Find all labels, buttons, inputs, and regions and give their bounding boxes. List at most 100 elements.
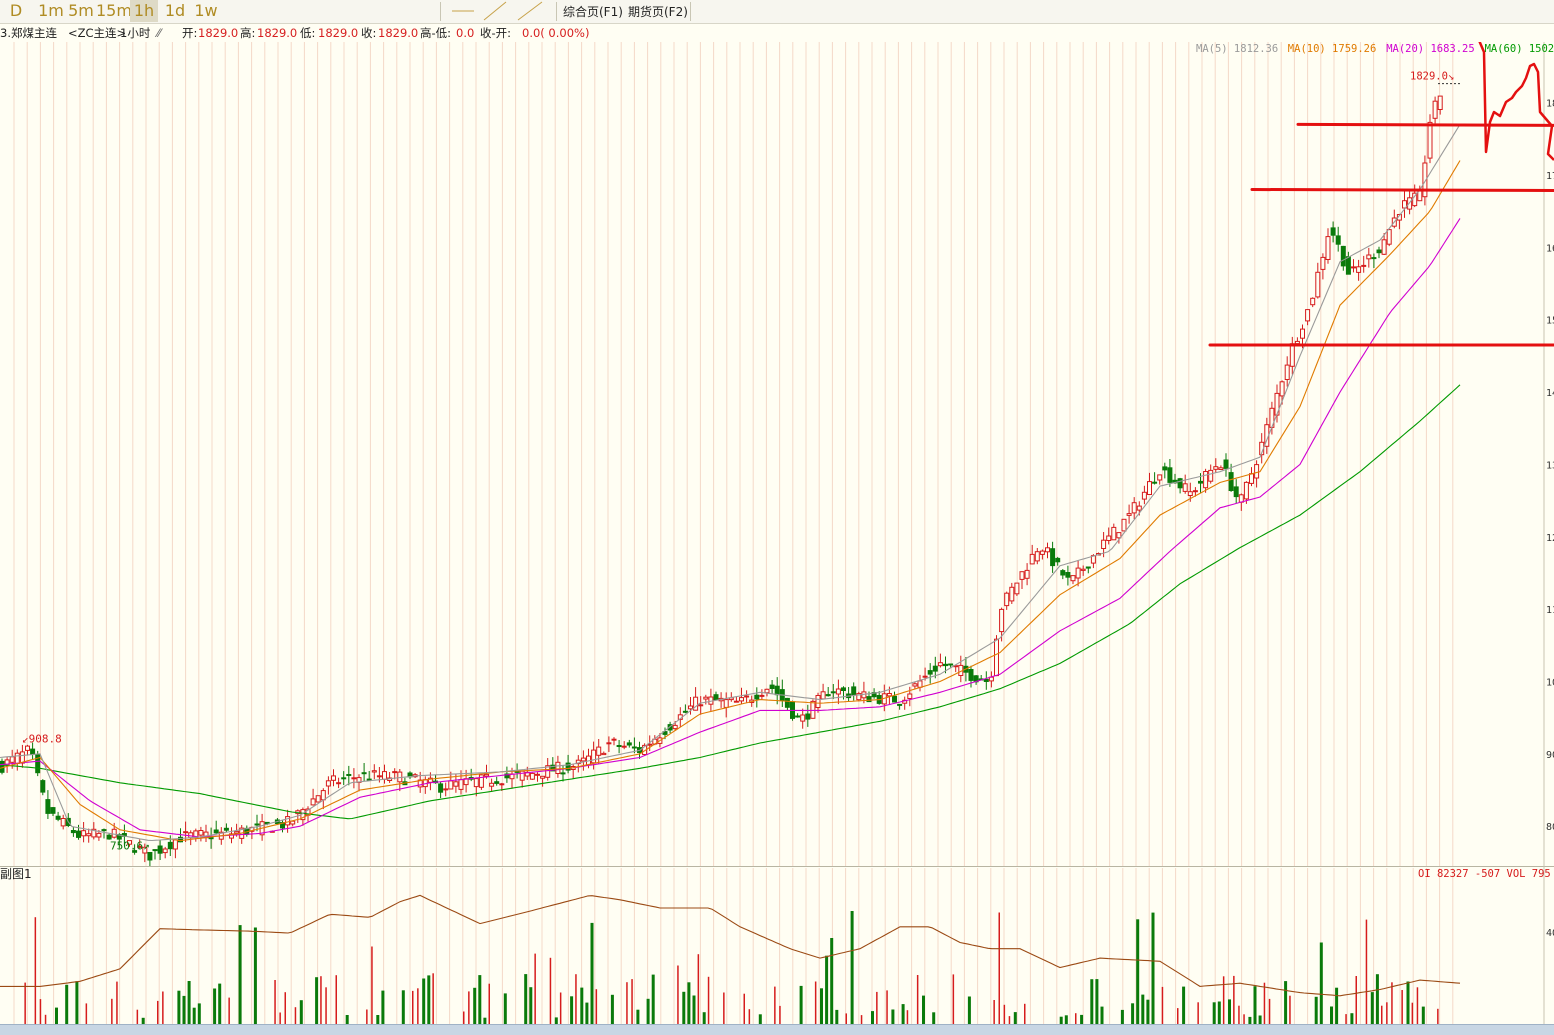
candle-body [800, 714, 806, 722]
candle-body [1157, 474, 1163, 481]
volume-bar [1411, 1002, 1414, 1024]
candle-body [1162, 466, 1168, 471]
period-button-1m[interactable]: 1m [38, 1, 64, 20]
toolbar-divider [690, 2, 691, 21]
volume-bar [799, 985, 803, 1024]
candle-body [805, 713, 811, 720]
candle-body [310, 798, 316, 806]
candle-body [499, 783, 505, 786]
volume-bar [590, 922, 594, 1024]
volume-bar [932, 1012, 936, 1024]
candle-body [1050, 548, 1056, 567]
candle-body [1024, 569, 1030, 579]
volume-bar [345, 1015, 349, 1024]
candle-body [448, 780, 454, 790]
volume-bar [1100, 1006, 1104, 1024]
candle-body [815, 695, 821, 708]
candle-body [917, 680, 923, 688]
candle-body [529, 772, 535, 780]
volume-oi-chart[interactable]: 副图1 OI 82327 -507 VOL 795 40 [0, 866, 1554, 1024]
volume-bar [850, 911, 854, 1024]
ma20-line [0, 218, 1461, 838]
candle-body [1233, 486, 1239, 498]
volume-bar [575, 974, 577, 1024]
y-tick-label: 13 [1546, 460, 1554, 471]
candle-body [1422, 162, 1428, 198]
period-button-5m[interactable]: 5m [68, 1, 94, 20]
tab-futures-page[interactable]: 期货页(F2) [628, 5, 688, 19]
candle-body [453, 781, 459, 787]
candles [0, 95, 1443, 866]
candle-body [1310, 297, 1316, 306]
candle-body [682, 710, 688, 713]
candle-body [1279, 381, 1285, 397]
low-price-annotation: 750.6↗ [110, 839, 150, 852]
candle-body [912, 683, 918, 687]
volume-bar [253, 927, 257, 1024]
volume-bar [417, 988, 419, 1024]
period-button-15m[interactable]: 15m [96, 1, 132, 20]
volume-bar [1197, 1002, 1199, 1024]
candle-body [892, 695, 897, 703]
candle-body [1366, 254, 1372, 260]
candle-body [550, 764, 556, 772]
candle-body [795, 715, 801, 718]
period-button-1h[interactable]: 1h [130, 0, 158, 22]
y-tick-label: 80 [1546, 822, 1554, 833]
volume-bar [1146, 999, 1150, 1024]
y-tick-label: 11 [1546, 605, 1554, 616]
volume-bar [651, 974, 655, 1024]
candle-body [1141, 491, 1147, 500]
candle-body [693, 696, 699, 711]
candle-body [1325, 236, 1331, 261]
volume-bar [1222, 976, 1225, 1024]
volume-bar [228, 997, 230, 1024]
candle-body [35, 754, 41, 774]
volume-bar [891, 1009, 895, 1024]
volume-bar [952, 974, 955, 1024]
candle-body [1437, 95, 1443, 110]
volume-bar [1136, 919, 1140, 1024]
high-price-annotation: ↙908.8 [22, 732, 62, 745]
period-switch-icon[interactable]: ⁄⁄ [157, 26, 161, 40]
volume-bar [65, 984, 69, 1024]
period-label: 1小时 [120, 26, 151, 40]
price-chart[interactable]: 18 17 16 15 14 13 12 11 10 90 80 MA(5) 1812.36 MA(10… [0, 42, 1554, 866]
volume-bar [1182, 986, 1186, 1024]
sub-y-tick-label: 40 [1546, 928, 1554, 939]
candle-body [733, 700, 739, 703]
candle-body [1177, 478, 1183, 489]
volume-bar [748, 1009, 751, 1024]
candle-body [198, 830, 204, 836]
period-button-1w[interactable]: 1w [194, 1, 218, 20]
candle-body [739, 697, 744, 702]
volume-bar [381, 990, 385, 1024]
candle-body [1340, 245, 1346, 267]
volume-bar [1003, 1004, 1006, 1024]
volume-bar [1095, 979, 1099, 1024]
volume-bar [1314, 996, 1318, 1024]
tab-overview-page[interactable]: 综合页(F1) [563, 5, 623, 19]
period-button-1d[interactable]: 1d [164, 1, 186, 20]
toolbar-divider [440, 2, 441, 21]
volume-bar [682, 991, 686, 1024]
candle-body [580, 757, 586, 762]
candle-body [621, 745, 627, 748]
volume-bar [44, 1014, 47, 1024]
volume-bar [1350, 1013, 1354, 1024]
open-label: 开: [182, 26, 198, 40]
candle-body [1131, 502, 1137, 514]
candle-body [484, 773, 489, 777]
volume-bar [743, 993, 745, 1024]
candle-body [1345, 256, 1351, 275]
volume-bar [187, 981, 191, 1024]
volume-bar [1090, 979, 1094, 1024]
candle-body [672, 724, 678, 730]
candle-body [341, 777, 347, 780]
candle-body [438, 783, 444, 793]
candle-body [361, 772, 367, 775]
candle-body [478, 774, 484, 788]
candle-body [1356, 266, 1362, 273]
candle-body [178, 836, 183, 843]
period-button-d[interactable]: D [9, 1, 23, 20]
